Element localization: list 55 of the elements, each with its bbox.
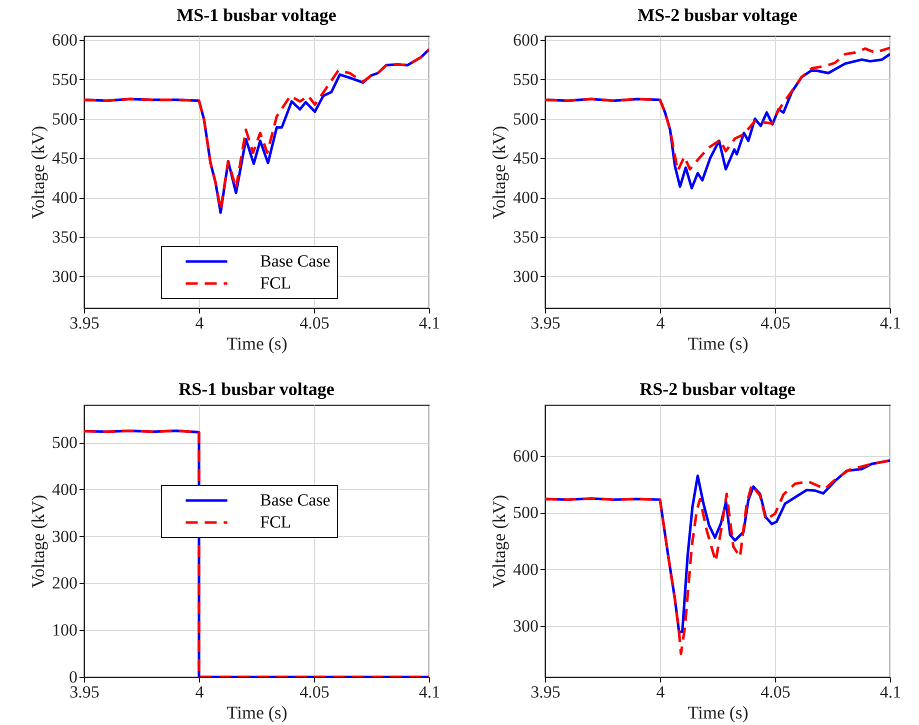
y-tick-label: 200 xyxy=(52,574,78,593)
x-tick-label: 4.05 xyxy=(760,682,790,702)
x-tick-label: 4 xyxy=(656,314,666,332)
x-tick-label: 3.95 xyxy=(530,314,560,332)
chart-title: RS-1 busbar voltage xyxy=(178,379,334,399)
x-tick-label: 4 xyxy=(195,314,204,332)
y-tick-label: 300 xyxy=(52,266,78,286)
x-tick-label: 4 xyxy=(195,682,204,702)
x-axis-title: Time (s) xyxy=(226,334,288,354)
y-tick-label: 400 xyxy=(513,188,538,208)
x-tick-label: 4.1 xyxy=(880,314,902,332)
y-tick-label: 300 xyxy=(513,616,538,636)
y-axis-title: Voltage (kV) xyxy=(489,126,509,220)
y-tick-label: 400 xyxy=(52,480,78,499)
x-tick-label: 4.1 xyxy=(880,682,902,702)
x-tick-label: 4 xyxy=(656,682,666,702)
y-tick-label: 350 xyxy=(513,228,538,247)
legend-label: FCL xyxy=(260,274,292,292)
chart-title: MS-2 busbar voltage xyxy=(638,4,798,25)
y-tick-label: 550 xyxy=(513,70,538,89)
y-tick-label: 600 xyxy=(513,446,538,466)
y-tick-label: 450 xyxy=(513,148,538,168)
legend-label: Base Case xyxy=(260,490,330,510)
x-tick-label: 4.05 xyxy=(760,314,790,332)
x-axis-title: Time (s) xyxy=(688,702,748,722)
x-tick-label: 3.95 xyxy=(70,314,100,332)
y-tick-label: 500 xyxy=(513,503,538,522)
y-tick-label: 500 xyxy=(52,433,78,452)
legend-label: Base Case xyxy=(260,252,330,270)
y-tick-label: 500 xyxy=(52,109,78,128)
legend-label: FCL xyxy=(260,512,292,532)
y-tick-label: 500 xyxy=(513,109,538,128)
y-tick-label: 550 xyxy=(52,70,78,89)
y-tick-label: 450 xyxy=(52,148,78,168)
line-series xyxy=(545,46,890,172)
y-axis-title: Voltage (kV) xyxy=(28,126,48,220)
y-tick-label: 300 xyxy=(513,266,538,286)
x-axis-title: Time (s) xyxy=(226,702,288,722)
chart-title: MS-1 busbar voltage xyxy=(176,4,336,25)
x-tick-label: 4.05 xyxy=(300,314,330,332)
x-tick-label: 3.95 xyxy=(530,682,560,702)
y-tick-label: 100 xyxy=(52,620,78,640)
y-tick-label: 300 xyxy=(52,526,78,546)
x-tick-label: 4.1 xyxy=(418,314,440,332)
y-tick-label: 400 xyxy=(513,560,538,579)
chart-title: RS-2 busbar voltage xyxy=(640,379,796,399)
y-tick-label: 400 xyxy=(52,188,78,208)
y-tick-label: 350 xyxy=(52,228,78,247)
y-axis-title: Voltage (kV) xyxy=(28,494,48,588)
y-tick-label: 600 xyxy=(513,30,538,50)
y-axis-title: Voltage (kV) xyxy=(489,494,509,588)
x-tick-label: 4.05 xyxy=(300,682,330,702)
x-axis-title: Time (s) xyxy=(688,334,748,354)
x-tick-label: 4.1 xyxy=(418,682,440,702)
y-tick-label: 600 xyxy=(52,30,78,50)
